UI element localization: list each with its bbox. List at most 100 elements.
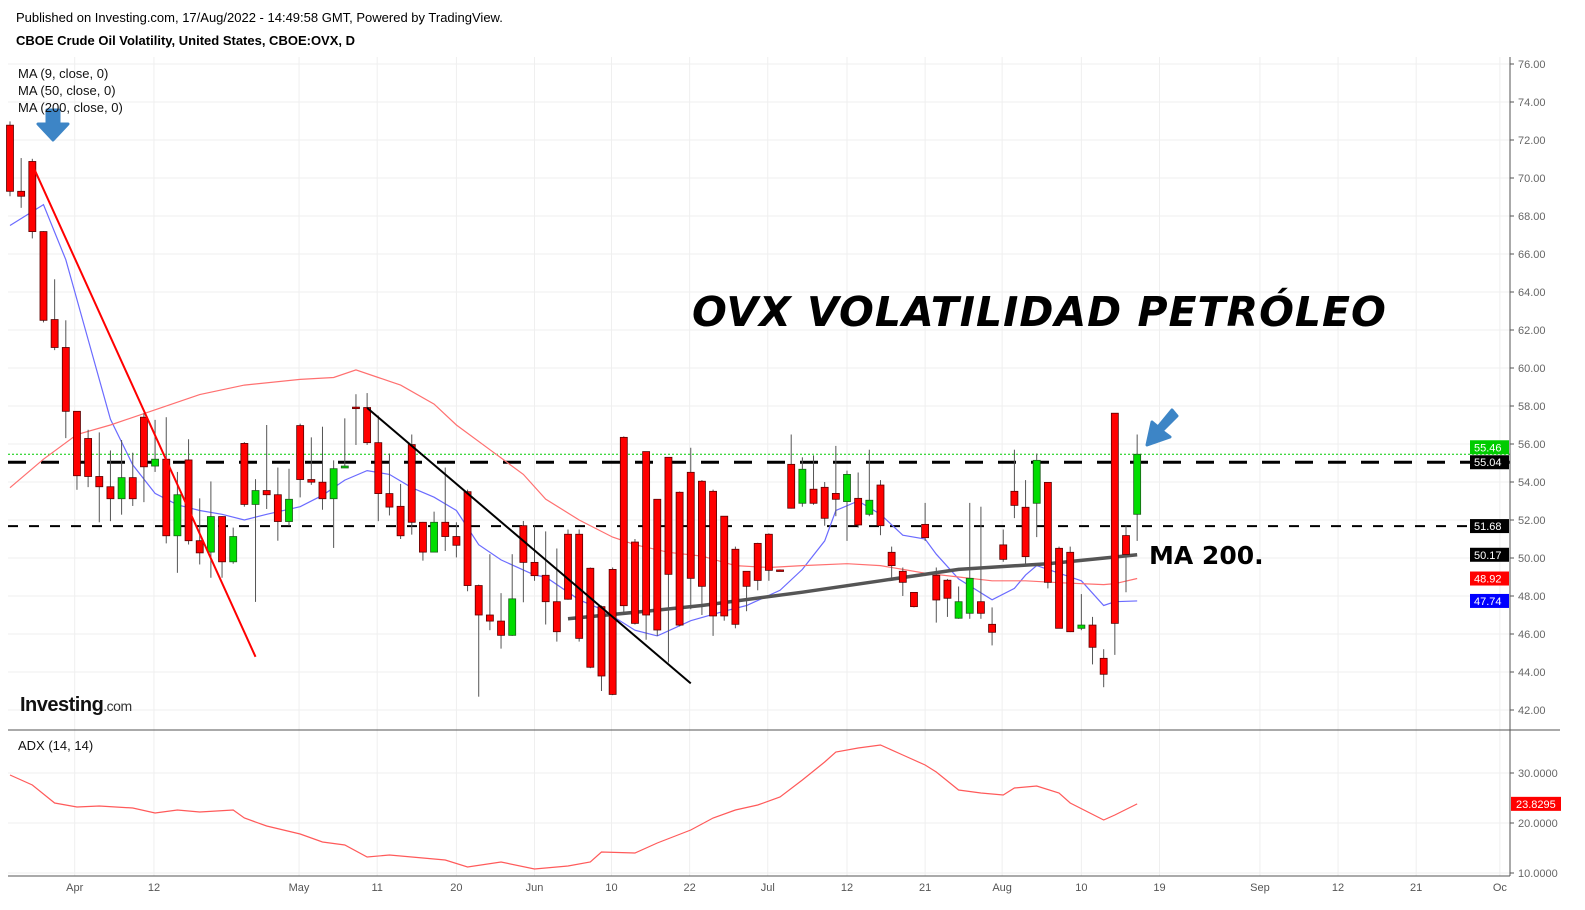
x-tick-label: Jun — [526, 882, 544, 894]
candle-down — [731, 548, 740, 625]
candle-down — [84, 438, 93, 477]
resistance-badge-bg — [1470, 455, 1509, 470]
candle-up — [965, 577, 974, 614]
candle-down — [586, 567, 595, 668]
candle-down — [1066, 551, 1075, 633]
x-tick-label: 11 — [371, 882, 382, 894]
candle-down — [485, 614, 494, 622]
last-price-badge-bg — [1470, 440, 1509, 455]
candle-down — [631, 541, 639, 624]
y-tick-label: 66.00 — [1518, 249, 1546, 261]
y-tick-label: 56.00 — [1518, 439, 1546, 451]
last-price-badge: 55.46 — [1474, 442, 1502, 454]
axes: 42.00 44.00 46.00 48.00 50.00 52.00 54.00 56.00… — [8, 57, 1560, 894]
candle-down — [999, 544, 1008, 560]
candle-up — [117, 477, 126, 500]
candle-down — [6, 124, 14, 192]
candle-up — [508, 598, 517, 636]
red-trendline — [31, 164, 257, 658]
ma50-line — [9, 369, 1138, 586]
candle-up — [173, 494, 182, 537]
candle-down — [988, 623, 996, 633]
ma200-annotation: MA 200. — [1149, 541, 1264, 570]
candle-down — [932, 574, 941, 601]
candle-down — [218, 516, 226, 563]
candle-down — [776, 569, 784, 572]
ma9-line — [9, 203, 1138, 637]
candle-up — [251, 490, 260, 505]
candle-down — [1021, 506, 1030, 558]
candle-up — [430, 521, 438, 553]
horizontal-levels — [8, 453, 1510, 528]
ma50-badge-bg — [1470, 571, 1509, 586]
candle-up — [206, 516, 215, 553]
x-tick-label: 12 — [841, 882, 853, 894]
y-tick-label: 54.00 — [1518, 477, 1546, 489]
candle-down — [352, 406, 360, 410]
candle-down — [39, 231, 48, 321]
candle-down — [195, 540, 204, 554]
candle-down — [452, 536, 461, 546]
candle-down — [1055, 547, 1063, 629]
candle-down — [463, 491, 472, 586]
candle-up — [229, 536, 238, 563]
x-tick-label: Sep — [1250, 882, 1270, 894]
x-tick-label: 20 — [450, 882, 462, 894]
candle-down — [764, 533, 773, 571]
candle-down — [1110, 412, 1119, 624]
candle-down — [876, 484, 885, 527]
y-tick-label: 62.00 — [1518, 325, 1546, 337]
price-badges: 55.46 55.04 51.68 50.17 48.92 47.74 23.8295 — [1470, 440, 1561, 811]
candle-down — [709, 490, 717, 617]
logo-text: Investing — [20, 694, 104, 716]
candle-up — [329, 468, 338, 500]
candle-up — [1077, 624, 1086, 629]
candle-down — [296, 425, 305, 480]
candle-down — [73, 410, 81, 477]
candle-down — [530, 561, 539, 577]
adx-tick-label: 20.0000 — [1518, 818, 1558, 830]
candle-up — [340, 465, 349, 469]
candle-down — [753, 542, 762, 581]
candle-down — [820, 486, 829, 519]
candle-up — [1032, 459, 1041, 504]
candle-down — [441, 521, 450, 537]
arrow-down-icon — [36, 108, 70, 142]
logo-suffix: .com — [103, 698, 132, 714]
candle-down — [17, 190, 26, 197]
candle-down — [977, 601, 985, 614]
legend-ma9: MA (9, close, 0) — [18, 66, 109, 81]
x-tick-label: 12 — [148, 882, 160, 894]
candle-up — [954, 601, 963, 619]
candle-up — [865, 499, 874, 515]
candle-down — [28, 161, 37, 232]
candle-down — [318, 481, 327, 500]
candle-down — [619, 436, 628, 607]
candle-down — [921, 523, 930, 539]
candle-down — [831, 492, 840, 500]
x-tick-label: Aug — [992, 882, 1012, 894]
candle-down — [61, 347, 70, 412]
candle-down — [396, 505, 405, 537]
candle-down — [50, 319, 59, 348]
candle-down — [106, 486, 115, 500]
candle-down — [184, 459, 193, 542]
y-tick-label: 44.00 — [1518, 667, 1546, 679]
candle-down — [128, 477, 137, 500]
candle-down — [943, 579, 952, 599]
candle-up — [285, 498, 293, 522]
x-tick-label: 10 — [1075, 882, 1087, 894]
candle-down — [273, 494, 282, 522]
candle-down — [742, 570, 751, 587]
legend-ma200: MA (200, close, 0) — [18, 100, 123, 115]
candle-down — [419, 521, 427, 553]
y-tick-label: 72.00 — [1518, 135, 1546, 147]
support-badge: 51.68 — [1474, 521, 1502, 533]
candle-down — [854, 497, 863, 526]
candle-down — [720, 515, 729, 617]
candle-down — [809, 488, 818, 504]
candle-down — [787, 463, 796, 509]
candle-down — [653, 498, 662, 631]
headline-annotation: OVX VOLATILIDAD PETRÓLEO — [692, 288, 1387, 336]
